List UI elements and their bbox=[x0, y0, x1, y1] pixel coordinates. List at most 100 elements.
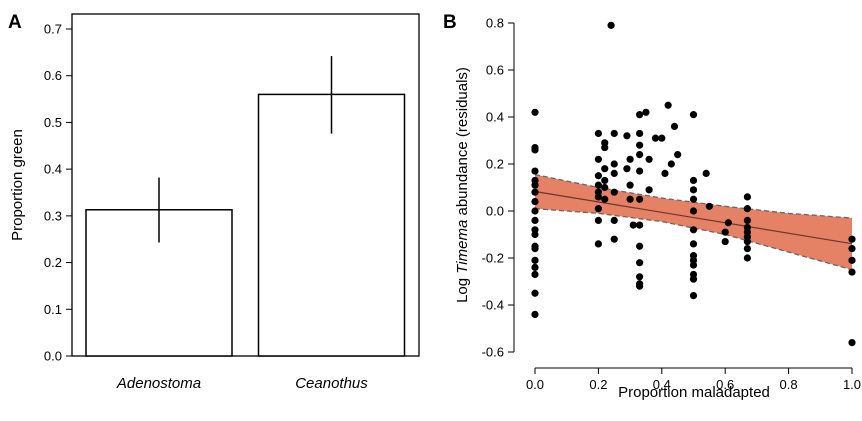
data-point bbox=[626, 181, 634, 189]
data-point bbox=[531, 245, 539, 253]
panel-a: A 0.0 0.1 0.2 0.3 0.4 0.5 0.6 0.7 Adenostoma Cea… bbox=[8, 12, 420, 392]
data-point bbox=[531, 181, 539, 189]
data-point bbox=[743, 193, 751, 201]
data-point bbox=[743, 254, 751, 262]
y-tick-label-b: 0.6 bbox=[486, 63, 504, 78]
bar bbox=[257, 93, 406, 357]
data-point bbox=[531, 216, 539, 224]
data-point bbox=[636, 151, 644, 159]
data-point bbox=[689, 226, 698, 234]
y-tick-label-b: -0.2 bbox=[482, 251, 504, 266]
data-point bbox=[594, 205, 603, 213]
y-axis-title-b-part-1: Log bbox=[454, 274, 471, 303]
data-point bbox=[645, 186, 653, 194]
y-tick-label-a: 0.2 bbox=[44, 255, 62, 270]
data-point bbox=[594, 155, 603, 163]
y-axis-title-b-part-2: Timema bbox=[454, 220, 471, 274]
data-point bbox=[610, 216, 618, 224]
data-point bbox=[623, 132, 631, 140]
y-tick-label-a: 0.5 bbox=[44, 115, 62, 130]
data-point bbox=[702, 169, 710, 177]
data-point bbox=[626, 195, 634, 203]
data-point bbox=[610, 160, 618, 168]
data-point bbox=[607, 21, 615, 29]
x-tick-label-b: 0.8 bbox=[780, 377, 798, 392]
category-labels-a: Adenostoma Ceanothus bbox=[116, 375, 368, 392]
data-point bbox=[689, 292, 698, 300]
data-point bbox=[689, 111, 698, 119]
data-point bbox=[689, 275, 698, 283]
data-point bbox=[594, 216, 603, 224]
data-point bbox=[610, 235, 618, 243]
data-point bbox=[689, 186, 698, 194]
y-axis-title-a: Proportion green bbox=[9, 129, 26, 241]
data-point bbox=[689, 176, 698, 185]
x-tick-label-b: 0.2 bbox=[589, 377, 607, 392]
data-point bbox=[674, 151, 682, 159]
data-point bbox=[743, 216, 751, 224]
y-tick-label-b: 0.0 bbox=[486, 204, 504, 219]
data-point bbox=[636, 282, 644, 290]
x-tick-label-b: 1.0 bbox=[843, 377, 861, 392]
data-point bbox=[664, 101, 672, 109]
data-point bbox=[601, 195, 609, 203]
x-tick-label-b: 0.0 bbox=[526, 377, 544, 392]
y-tick-label-b: 0.8 bbox=[486, 16, 504, 31]
y-tick-label-b: 0.4 bbox=[486, 110, 504, 125]
data-point bbox=[623, 165, 631, 173]
data-point bbox=[531, 207, 539, 215]
data-point bbox=[636, 242, 644, 250]
panel-label-a: A bbox=[8, 12, 22, 33]
data-point bbox=[636, 259, 644, 267]
ci-lower-line bbox=[534, 208, 853, 271]
data-point bbox=[594, 129, 603, 138]
plot-frame-a bbox=[71, 13, 420, 357]
y-tick-label-a: 0.4 bbox=[44, 162, 62, 177]
data-point bbox=[689, 207, 698, 215]
y-tick-label-a: 0.0 bbox=[44, 349, 62, 364]
data-point bbox=[636, 273, 644, 281]
panel-label-b: B bbox=[443, 12, 457, 33]
y-tick-label-a: 0.1 bbox=[44, 302, 62, 317]
data-point bbox=[531, 310, 539, 318]
data-point bbox=[721, 228, 729, 236]
data-point bbox=[601, 176, 609, 185]
data-point bbox=[601, 143, 609, 152]
data-point bbox=[658, 134, 666, 142]
data-point bbox=[531, 108, 539, 116]
y-tick-label-a: 0.7 bbox=[44, 22, 62, 37]
data-point bbox=[636, 195, 644, 203]
data-point bbox=[743, 245, 751, 253]
data-point bbox=[848, 339, 856, 347]
data-point bbox=[531, 230, 539, 239]
data-point bbox=[724, 219, 732, 227]
data-point bbox=[848, 256, 856, 264]
x-tick-label-b: 0.6 bbox=[716, 377, 734, 392]
ci-band bbox=[535, 174, 852, 270]
data-point bbox=[636, 167, 644, 175]
data-point bbox=[848, 245, 856, 253]
data-point bbox=[670, 122, 679, 130]
bars-a bbox=[85, 56, 406, 357]
data-point bbox=[667, 160, 675, 168]
y-axis-a: 0.0 0.1 0.2 0.3 0.4 0.5 0.6 0.7 bbox=[44, 22, 72, 364]
data-point bbox=[848, 235, 856, 243]
y-axis-b: -0.6 -0.4 -0.2 0.0 0.2 0.4 0.6 0.8 bbox=[482, 16, 515, 360]
data-point bbox=[601, 183, 609, 192]
data-point bbox=[531, 146, 539, 154]
x-tick-label-b: 0.4 bbox=[653, 377, 671, 392]
x-axis-b: 0.0 0.2 0.4 0.6 0.8 1.0 bbox=[526, 367, 861, 392]
data-point bbox=[531, 289, 539, 297]
data-point bbox=[626, 155, 634, 163]
data-point bbox=[601, 165, 609, 173]
data-point bbox=[610, 188, 618, 196]
data-point bbox=[636, 141, 644, 149]
data-point bbox=[531, 188, 539, 196]
category-label: Adenostoma bbox=[116, 375, 201, 392]
data-point bbox=[531, 198, 539, 206]
data-point bbox=[848, 268, 856, 276]
data-point bbox=[721, 237, 729, 246]
data-point bbox=[594, 193, 603, 201]
data-point bbox=[636, 111, 644, 119]
